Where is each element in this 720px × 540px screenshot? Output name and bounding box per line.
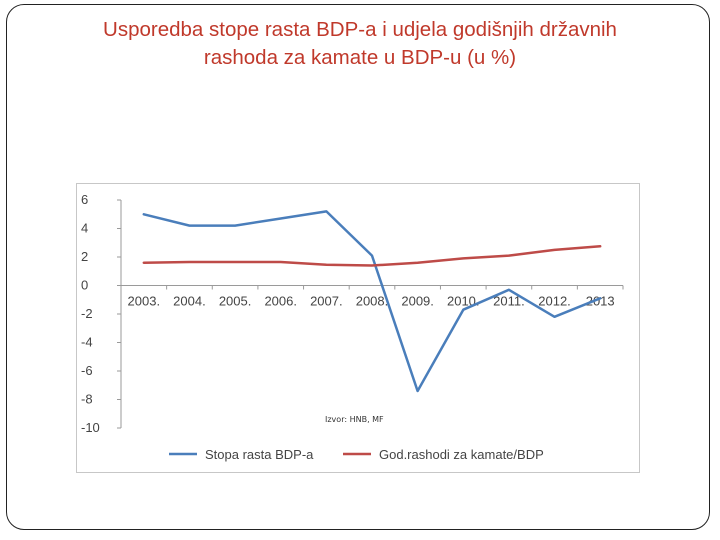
slide-title: Usporedba stope rasta BDP-a i udjela god… <box>20 16 700 72</box>
source-note: Izvor: HNB, MF <box>325 415 384 424</box>
y-tick-label: 4 <box>81 221 88 236</box>
x-tick-label: 2003. <box>128 294 161 309</box>
y-tick-label: -6 <box>81 363 93 378</box>
x-tick-label: 2012. <box>538 294 571 309</box>
y-tick-label: -4 <box>81 335 93 350</box>
chart-legend: Stopa rasta BDP-a God.rashodi za kamate/B… <box>169 447 544 462</box>
x-tick-label: 2006. <box>264 294 297 309</box>
y-axis-ticks: 6 4 2 0 -2 -4 -6 -8 -10 <box>81 192 121 435</box>
legend-label-2: God.rashodi za kamate/BDP <box>379 447 544 462</box>
y-tick-label: 2 <box>81 249 88 264</box>
x-axis-ticks: 2003. 2004. 2005. 2006. 2007. 2008. 2009. 2010.… <box>120 285 624 309</box>
x-tick-label: 2004. <box>173 294 206 309</box>
x-tick-label: 2005. <box>219 294 252 309</box>
legend-label-1: Stopa rasta BDP-a <box>205 447 314 462</box>
x-tick-label: 2010. <box>447 294 480 309</box>
y-tick-label: -8 <box>81 392 93 407</box>
x-tick-label: 2007. <box>310 294 343 309</box>
y-tick-label: 0 <box>81 278 88 293</box>
y-tick-label: 6 <box>81 192 88 207</box>
slide-frame <box>6 4 710 530</box>
y-tick-label: -2 <box>81 306 93 321</box>
slide-title-line-2: rashoda za kamate u BDP-u (u %) <box>203 46 517 69</box>
line-chart: 6 4 2 0 -2 -4 -6 -8 -10 2003. 2004. 2005. 2006. 2007… <box>81 192 624 462</box>
series-line-1 <box>142 210 602 393</box>
x-tick-label: 2011. <box>493 294 525 309</box>
series-lines <box>142 210 602 393</box>
chart-area: 6 4 2 0 -2 -4 -6 -8 -10 2003. 2004. 2005. 2006. 2007… <box>76 183 640 473</box>
x-tick-label: 2008. <box>356 294 389 309</box>
x-tick-label: 2009. <box>401 294 434 309</box>
slide-title-line-1: Usporedba stope rasta BDP-a i udjela god… <box>103 18 617 41</box>
x-tick-label: 2013 <box>586 294 615 309</box>
y-tick-label: -10 <box>81 420 100 435</box>
series-line-2 <box>142 245 602 267</box>
